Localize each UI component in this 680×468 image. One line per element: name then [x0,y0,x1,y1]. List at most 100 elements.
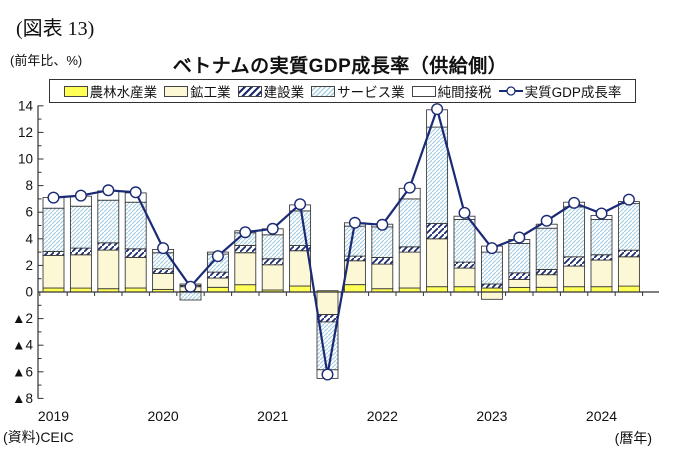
gdp-marker [622,193,635,206]
bar-segment [426,126,449,224]
y-tick-label: ▲2 [12,311,33,326]
bar-segment [261,258,284,266]
gdp-line [47,103,635,381]
gdp-marker [266,222,279,235]
bar-segment [343,284,366,293]
chart-title: ベトナムの実質GDP成長率（供給側） [172,56,508,77]
gdp-marker [184,280,197,293]
x-year-label: 2022 [367,408,398,424]
bar-segment [97,249,120,290]
legend-item-gdp-line: 実質GDP成長率 [498,81,622,101]
bar-segment [617,203,640,251]
bar-segment [480,251,503,285]
legend-item-construction: 建設業 [237,81,305,101]
bar-segment [234,244,257,254]
bar-segment [590,254,613,261]
bar-segment [371,263,394,290]
bar-segment [453,261,476,269]
bar-segment [508,278,531,288]
services-swatch [311,85,336,97]
bar-segment [316,314,339,323]
legend-item-agriculture: 農林水産業 [63,81,158,101]
axes [37,105,659,399]
gdp-marker [102,184,115,197]
y-tick-label: 6 [25,205,33,220]
gdp-marker [129,186,142,199]
legend-label-agriculture: 農林水産業 [89,85,158,100]
bar-segment [617,256,640,287]
y-tick-label: ▲4 [12,338,33,353]
bar-segment [453,219,476,263]
bar-segment [535,227,558,270]
bar-segment [97,199,120,244]
y-axis-unit-label: (前年比、%) [10,53,83,68]
gdp-marker [485,242,498,255]
bar-segment [289,210,312,246]
bar-segment [124,256,147,289]
source-note: (資料)CEIC [3,429,74,445]
bar-segment [152,268,175,274]
gdp-growth-line [53,107,630,376]
y-tick-label: 8 [25,178,33,193]
bar-segment [617,285,640,293]
bar-segment [152,252,175,270]
y-tick-label: 0 [25,285,33,300]
x-year-label: 2020 [148,408,179,424]
bar-segment [261,234,284,260]
bar-segment [69,247,92,256]
stacked-bars [42,109,640,379]
y-tick-label: ▲8 [12,391,33,406]
bar-segment [563,286,586,293]
gdp-marker [157,242,170,255]
legend-label-taxes: 純間接税 [437,85,492,100]
bar-segment [535,268,558,276]
bar-segment [535,274,558,288]
bar-segment [206,286,229,293]
bar-segment [398,198,421,248]
y-tick-label: 12 [18,125,33,140]
bar-segment [42,207,65,252]
gdp-marker [294,198,307,211]
bar-segment [179,291,202,301]
bar-segment [234,252,257,286]
bar-segment [590,286,613,293]
bar-segment [563,206,586,258]
gdp-marker [376,218,389,231]
gdp-marker [540,214,553,227]
legend-item-services: サービス業 [311,81,405,101]
bar-segment [316,291,339,316]
bar-segment [453,267,476,288]
gdp-line-swatch [498,86,523,96]
x-year-label: 2021 [257,408,288,424]
gdp-marker [458,206,471,219]
bar-segment [42,250,65,256]
bar-segment [398,246,421,253]
bar-segment [343,225,366,257]
bar-segment [426,223,449,240]
gdp-marker [403,181,416,194]
bar-segment [206,271,229,279]
x-year-label: 2019 [38,408,69,424]
bar-segment [508,243,531,274]
legend-item-industry: 鉱工業 [164,81,231,101]
axis-labels: 14 12 10 8 6 4 2 0 ▲2 ▲4 ▲6 ▲8 2019 2020 2021 2022 2023 2… [12,98,617,424]
gdp-marker [431,103,444,116]
y-tick-label: 10 [18,152,33,167]
bar-segment [426,286,449,293]
gdp-marker [74,189,87,202]
bar-segment [563,256,586,267]
legend-label-gdp-line: 実質GDP成長率 [524,85,622,100]
bar-segment [69,254,92,289]
bar-segment [42,254,65,289]
bar-segment [97,242,120,251]
bar-segment [453,286,476,293]
gdp-marker [568,196,581,209]
legend-item-taxes: 純間接税 [411,81,492,101]
bar-segment [617,249,640,258]
figure-label: (図表 13) [16,18,95,40]
bar-segment [508,272,531,280]
x-year-label: 2023 [476,408,507,424]
legend-label-construction: 建設業 [263,85,305,100]
